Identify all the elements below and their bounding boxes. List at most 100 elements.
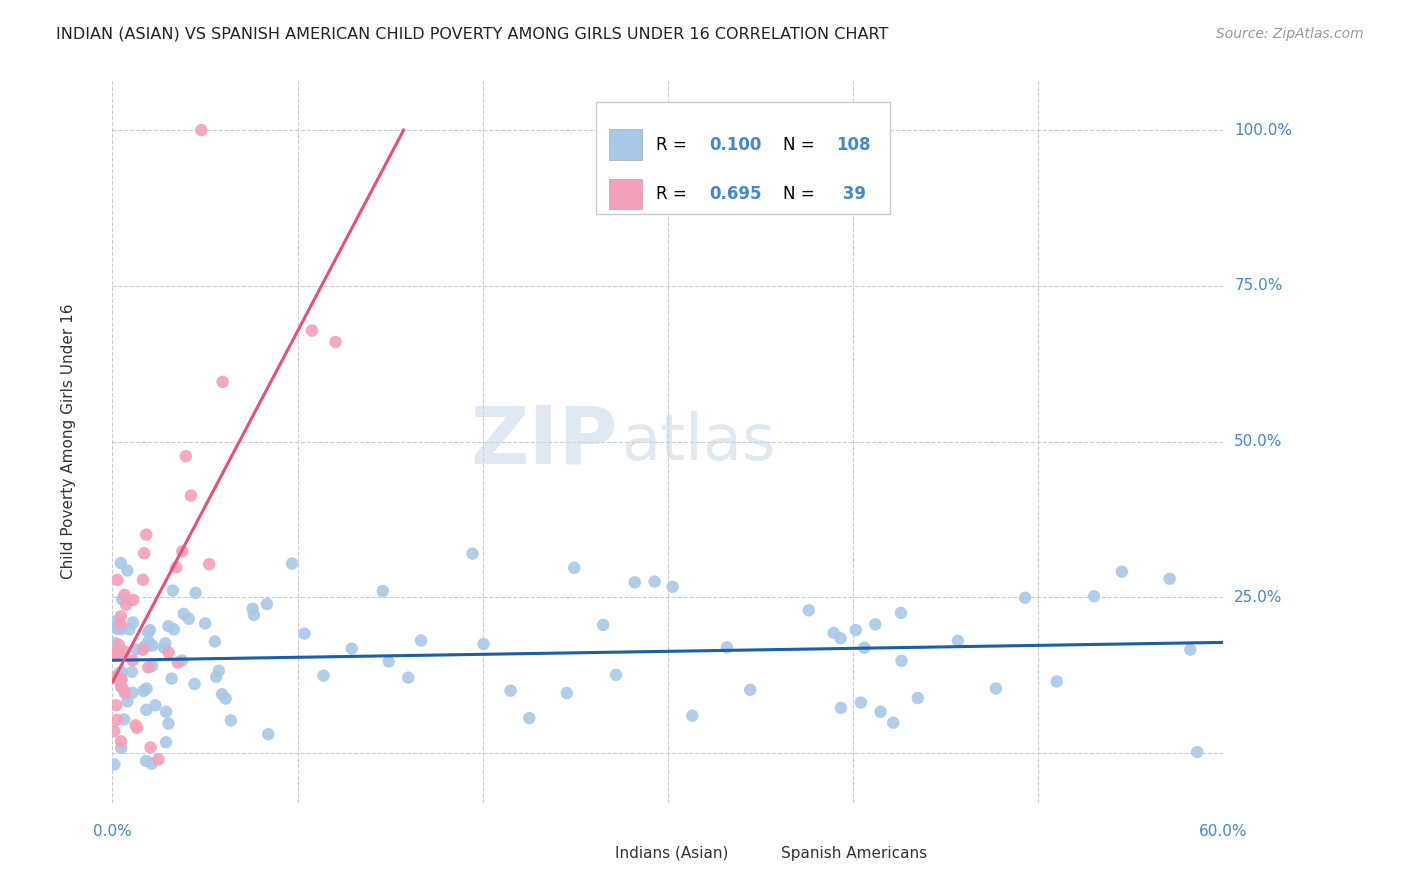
Point <box>135 703 157 717</box>
Point <box>160 672 183 686</box>
Point <box>681 708 703 723</box>
Point <box>105 646 128 660</box>
Text: 0.0%: 0.0% <box>93 824 132 839</box>
Point <box>946 633 969 648</box>
Point <box>190 123 212 137</box>
Point <box>211 375 233 389</box>
Point <box>180 489 202 503</box>
Point <box>242 601 264 615</box>
Point <box>138 634 160 648</box>
Point <box>136 625 159 640</box>
Point <box>211 687 233 701</box>
Point <box>162 583 184 598</box>
Point <box>377 655 399 669</box>
Point <box>107 648 129 663</box>
Point <box>110 616 132 631</box>
Point <box>111 681 134 695</box>
Point <box>623 575 645 590</box>
Point <box>139 623 162 637</box>
Point <box>243 607 266 622</box>
Point <box>135 527 157 541</box>
Point <box>103 615 125 629</box>
Point <box>340 641 363 656</box>
Point <box>141 756 163 771</box>
Point <box>257 727 280 741</box>
Point <box>108 641 131 656</box>
Point <box>170 654 193 668</box>
Point <box>890 606 912 620</box>
Point <box>204 634 226 648</box>
Point <box>555 686 578 700</box>
Text: Indians (Asian): Indians (Asian) <box>614 846 728 861</box>
Point <box>117 694 139 708</box>
Point <box>111 592 134 607</box>
Point <box>1159 572 1181 586</box>
Text: 0.695: 0.695 <box>709 185 762 202</box>
Text: R =: R = <box>655 185 692 202</box>
Point <box>1046 674 1069 689</box>
Point <box>107 673 129 687</box>
Point <box>132 684 155 698</box>
Point <box>409 633 432 648</box>
Point <box>174 449 197 463</box>
Point <box>845 623 868 637</box>
Point <box>1111 565 1133 579</box>
Point <box>132 573 155 587</box>
Point <box>184 586 207 600</box>
Point <box>165 560 187 574</box>
Point <box>103 724 125 739</box>
Point <box>110 556 132 570</box>
Text: 39: 39 <box>837 185 866 202</box>
Point <box>139 740 162 755</box>
Point <box>869 705 891 719</box>
Text: 60.0%: 60.0% <box>1199 824 1247 839</box>
Point <box>853 640 876 655</box>
Text: Source: ZipAtlas.com: Source: ZipAtlas.com <box>1216 27 1364 41</box>
Point <box>740 682 762 697</box>
Point <box>157 645 180 659</box>
Point <box>865 617 887 632</box>
Point <box>1014 591 1036 605</box>
Text: 108: 108 <box>837 136 872 153</box>
Point <box>214 691 236 706</box>
Point <box>205 670 228 684</box>
Point <box>172 544 194 558</box>
Point <box>118 622 141 636</box>
Point <box>644 574 666 589</box>
Point <box>155 636 177 650</box>
Point <box>110 609 132 624</box>
Point <box>103 648 125 662</box>
Point <box>112 644 135 658</box>
Point <box>797 603 820 617</box>
Point <box>716 640 738 655</box>
Point <box>1187 745 1209 759</box>
Point <box>121 654 143 668</box>
Text: 100.0%: 100.0% <box>1234 122 1292 137</box>
Point <box>108 665 131 680</box>
Point <box>111 665 134 680</box>
Point <box>163 622 186 636</box>
Point <box>294 626 316 640</box>
Point <box>105 698 128 713</box>
Point <box>110 671 132 685</box>
Text: Child Poverty Among Girls Under 16: Child Poverty Among Girls Under 16 <box>60 304 76 579</box>
Point <box>132 643 155 657</box>
Point <box>121 665 143 679</box>
Text: 0.100: 0.100 <box>709 136 761 153</box>
Point <box>135 681 157 696</box>
Point <box>111 673 134 687</box>
Point <box>219 714 242 728</box>
Point <box>301 324 323 338</box>
Point <box>167 656 190 670</box>
Text: INDIAN (ASIAN) VS SPANISH AMERICAN CHILD POVERTY AMONG GIRLS UNDER 16 CORRELATIO: INDIAN (ASIAN) VS SPANISH AMERICAN CHILD… <box>56 27 889 42</box>
Text: 25.0%: 25.0% <box>1234 590 1282 605</box>
Bar <box>579 843 603 863</box>
Point <box>849 696 872 710</box>
Point <box>110 679 132 693</box>
Point <box>1180 642 1202 657</box>
Text: N =: N = <box>783 185 820 202</box>
Point <box>104 636 127 650</box>
Point <box>135 639 157 653</box>
Point <box>117 564 139 578</box>
Point <box>136 660 159 674</box>
